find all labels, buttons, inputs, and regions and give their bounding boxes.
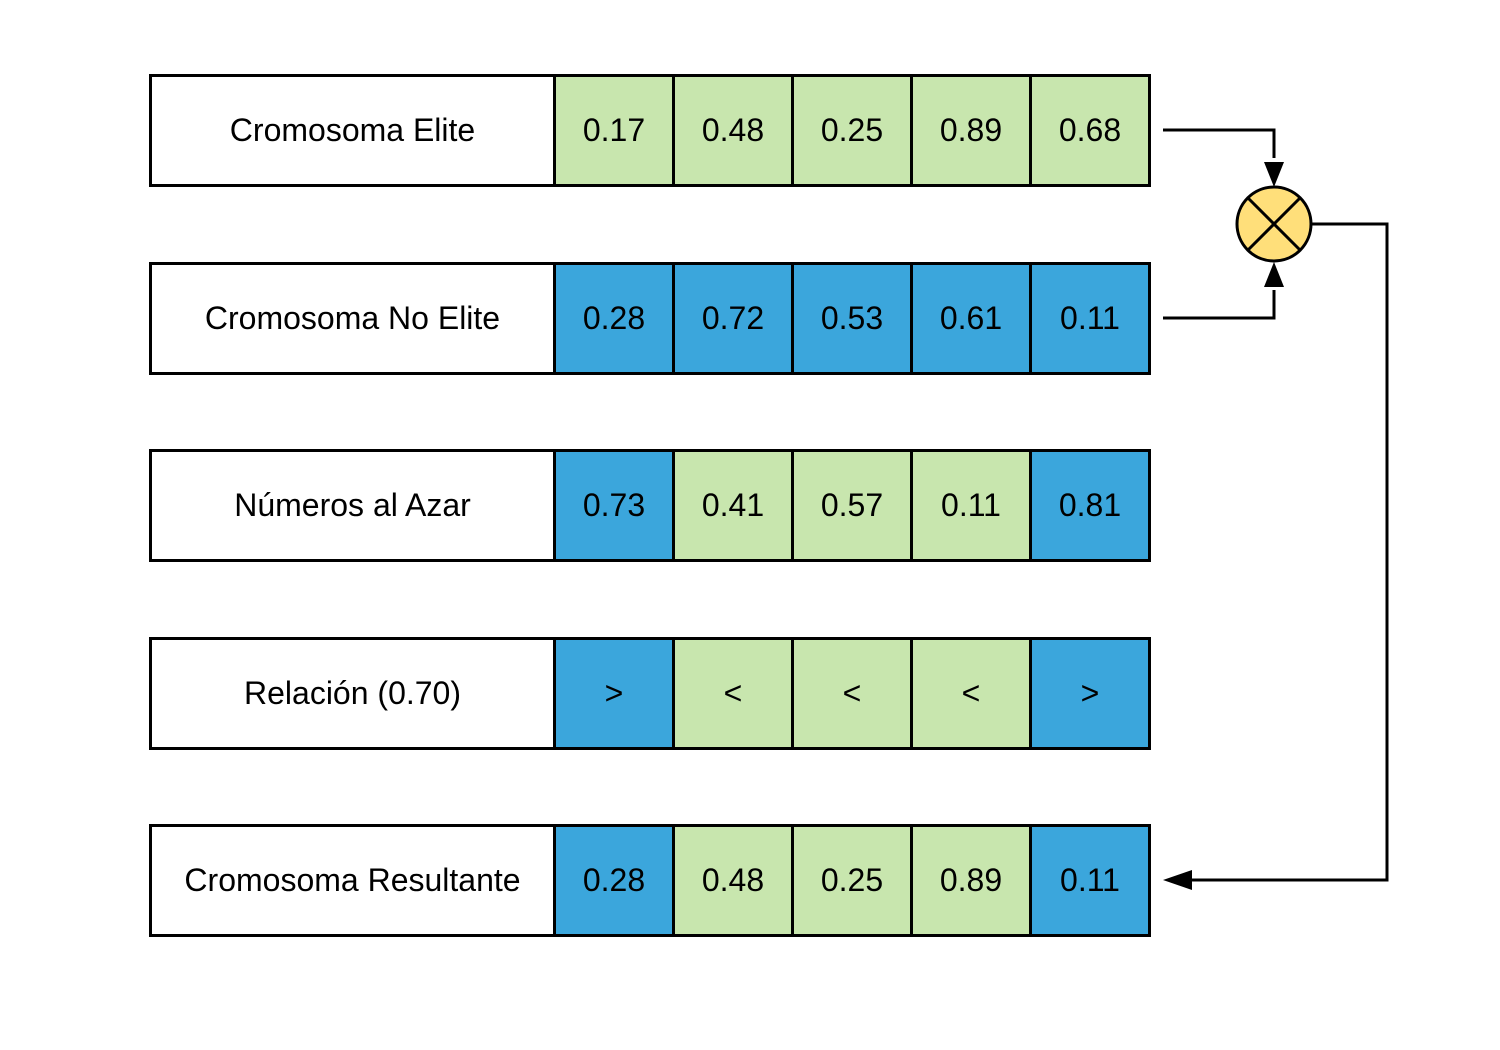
gene-cell: 0.17: [553, 74, 675, 187]
row-cromosoma-no-elite: Cromosoma No Elite 0.28 0.72 0.53 0.61 0…: [149, 262, 1163, 375]
row-label: Cromosoma Elite: [149, 74, 556, 187]
row-label: Cromosoma Resultante: [149, 824, 556, 937]
connector-no-elite-to-operator: [1163, 290, 1276, 320]
gene-cell: >: [1029, 637, 1151, 750]
gene-cell: 0.72: [672, 262, 794, 375]
connector-elite-to-operator: [1163, 128, 1276, 158]
gene-cell: 0.73: [553, 449, 675, 562]
row-relacion: Relación (0.70) > < < < >: [149, 637, 1163, 750]
gene-cell: 0.89: [910, 74, 1032, 187]
gene-cell: 0.81: [1029, 449, 1151, 562]
gene-cell: 0.28: [553, 262, 675, 375]
connector-operator-to-resultante: [1192, 222, 1389, 882]
row-label: Números al Azar: [149, 449, 556, 562]
row-cromosoma-elite: Cromosoma Elite 0.17 0.48 0.25 0.89 0.68: [149, 74, 1163, 187]
gene-cell: >: [553, 637, 675, 750]
row-label: Cromosoma No Elite: [149, 262, 556, 375]
gene-cell: 0.68: [1029, 74, 1151, 187]
arrowhead-up: [1264, 262, 1284, 287]
gene-cell: 0.25: [791, 824, 913, 937]
row-cromosoma-resultante: Cromosoma Resultante 0.28 0.48 0.25 0.89…: [149, 824, 1163, 937]
row-numeros-al-azar: Números al Azar 0.73 0.41 0.57 0.11 0.81: [149, 449, 1163, 562]
row-label: Relación (0.70): [149, 637, 556, 750]
gene-cell: 0.11: [1029, 824, 1151, 937]
gene-cell: 0.41: [672, 449, 794, 562]
gene-cell: 0.89: [910, 824, 1032, 937]
gene-cell: 0.11: [1029, 262, 1151, 375]
crossover-operator-icon: [1235, 185, 1313, 263]
arrowhead-down: [1264, 162, 1284, 187]
gene-cell: 0.25: [791, 74, 913, 187]
gene-cell: 0.53: [791, 262, 913, 375]
gene-cell: <: [791, 637, 913, 750]
gene-cell: 0.11: [910, 449, 1032, 562]
arrowhead-left: [1163, 870, 1192, 890]
